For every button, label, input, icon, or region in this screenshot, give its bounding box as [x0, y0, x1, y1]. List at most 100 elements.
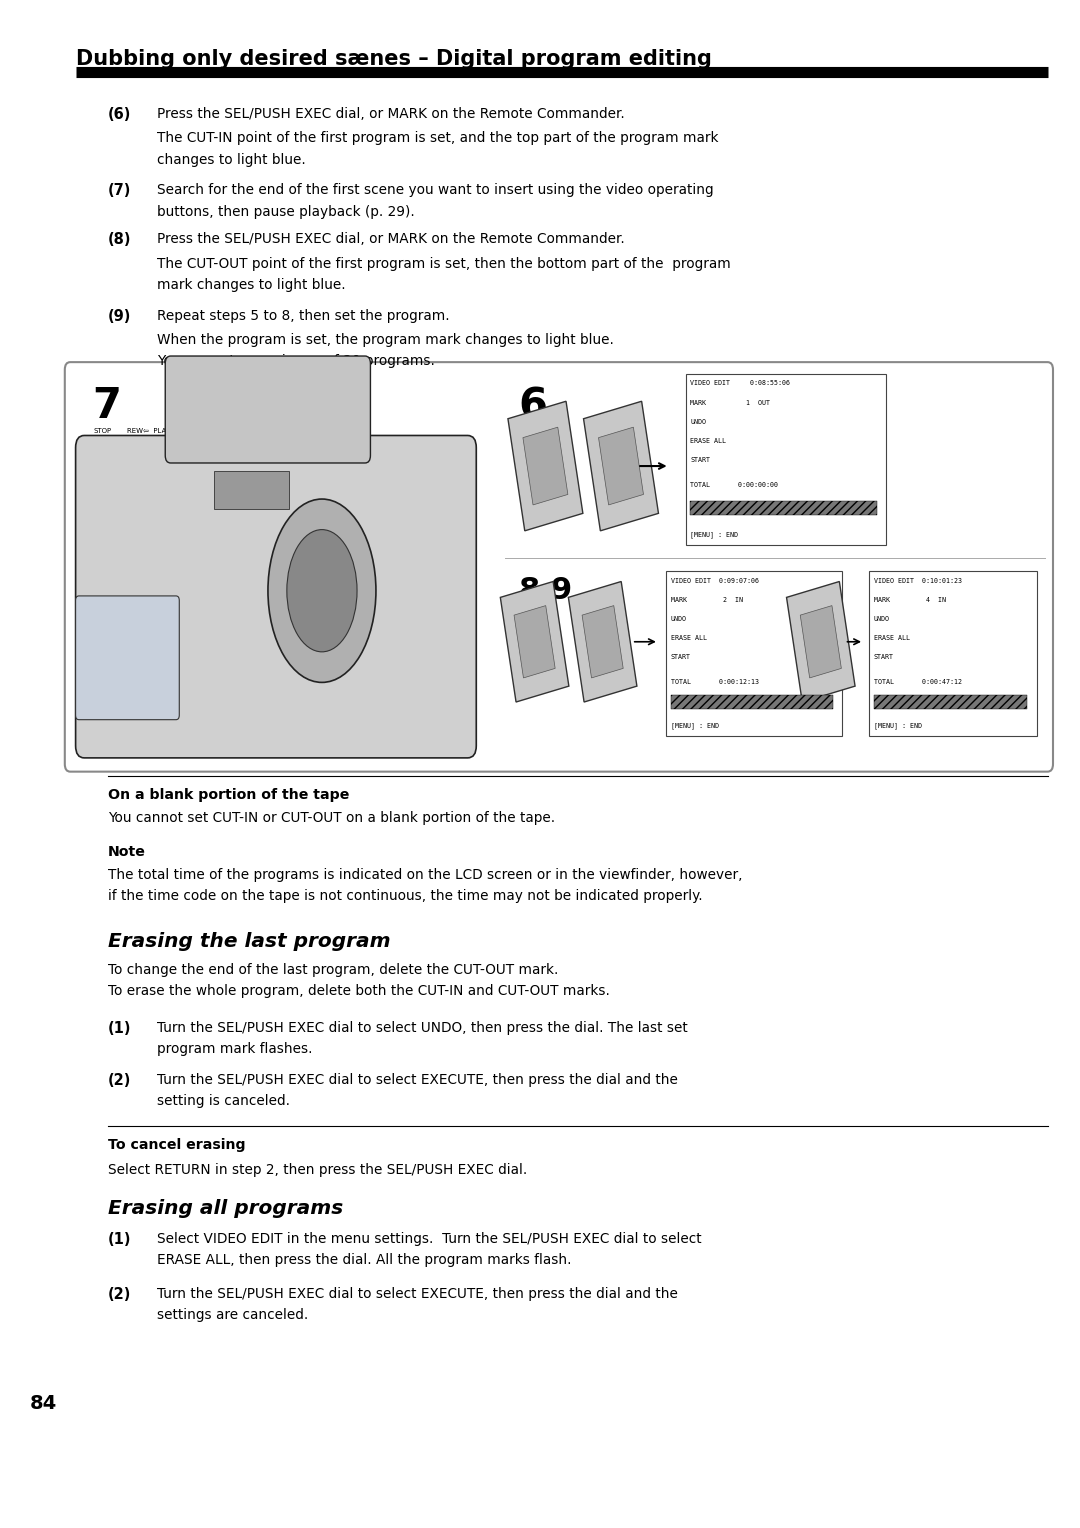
Text: The total time of the programs is indicated on the LCD screen or in the viewfind: The total time of the programs is indica… — [108, 868, 743, 882]
Ellipse shape — [268, 500, 376, 683]
Text: PAUSE: PAUSE — [235, 428, 258, 434]
Text: START: START — [874, 654, 894, 660]
Bar — [149, 443, 168, 468]
Text: Note: Note — [108, 845, 146, 859]
Bar — [180, 443, 200, 468]
Bar — [686, 374, 886, 545]
Polygon shape — [500, 582, 569, 701]
Text: (6): (6) — [108, 107, 132, 122]
Text: Select VIDEO EDIT in the menu settings.  Turn the SEL/PUSH EXEC dial to select: Select VIDEO EDIT in the menu settings. … — [157, 1232, 701, 1245]
Text: Press the SEL/PUSH EXEC dial, or MARK on the Remote Commander.: Press the SEL/PUSH EXEC dial, or MARK on… — [157, 107, 624, 121]
Text: Turn the SEL/PUSH EXEC dial to select UNDO, then press the dial. The last set: Turn the SEL/PUSH EXEC dial to select UN… — [157, 1021, 687, 1034]
Bar — [93, 443, 112, 468]
Ellipse shape — [287, 530, 357, 652]
Text: (8): (8) — [108, 232, 132, 248]
Text: MARK          1  OUT: MARK 1 OUT — [690, 400, 770, 405]
Text: To erase the whole program, delete both the CUT-IN and CUT-OUT marks.: To erase the whole program, delete both … — [108, 984, 610, 998]
Bar — [89, 437, 359, 471]
Bar — [240, 443, 259, 468]
Text: You can set a maximum of 20 programs.: You can set a maximum of 20 programs. — [157, 354, 434, 368]
Text: The CUT-IN point of the first program is set, and the top part of the program ma: The CUT-IN point of the first program is… — [157, 131, 718, 145]
Polygon shape — [582, 605, 623, 678]
FancyBboxPatch shape — [65, 362, 1053, 772]
Text: You cannot set CUT-IN or CUT-OUT on a blank portion of the tape.: You cannot set CUT-IN or CUT-OUT on a bl… — [108, 811, 555, 825]
Text: (1): (1) — [108, 1232, 132, 1247]
Text: VIDEO EDIT     0:08:55:06: VIDEO EDIT 0:08:55:06 — [690, 380, 791, 387]
Text: ERASE ALL: ERASE ALL — [671, 636, 706, 640]
Text: ERASE ALL: ERASE ALL — [874, 636, 909, 640]
Text: settings are canceled.: settings are canceled. — [157, 1308, 308, 1322]
FancyBboxPatch shape — [76, 435, 476, 758]
Text: Turn the SEL/PUSH EXEC dial to select EXECUTE, then press the dial and the: Turn the SEL/PUSH EXEC dial to select EX… — [157, 1287, 677, 1300]
Text: (2): (2) — [108, 1073, 132, 1088]
Polygon shape — [598, 428, 644, 504]
Text: SCENE       1: SCENE 1 — [671, 698, 723, 704]
Text: SCENE       3: SCENE 3 — [874, 698, 926, 704]
FancyBboxPatch shape — [76, 596, 179, 720]
Text: START: START — [690, 457, 711, 463]
Polygon shape — [583, 402, 659, 530]
Text: VIDEO EDIT  0:09:07:06: VIDEO EDIT 0:09:07:06 — [671, 578, 758, 584]
Polygon shape — [786, 582, 855, 701]
FancyBboxPatch shape — [165, 356, 370, 463]
Text: (1): (1) — [108, 1021, 132, 1036]
Text: START: START — [671, 654, 691, 660]
Text: program mark flashes.: program mark flashes. — [157, 1042, 312, 1056]
Bar — [671, 695, 833, 709]
Bar — [214, 443, 233, 468]
Polygon shape — [523, 428, 568, 504]
Bar — [116, 443, 135, 468]
Text: To change the end of the last program, delete the CUT-OUT mark.: To change the end of the last program, d… — [108, 963, 558, 976]
Bar — [690, 501, 877, 515]
Text: To cancel erasing: To cancel erasing — [108, 1138, 245, 1152]
Text: mark changes to light blue.: mark changes to light blue. — [157, 278, 346, 292]
Text: TOTAL       0:00:00:00: TOTAL 0:00:00:00 — [690, 481, 778, 487]
Text: 7: 7 — [92, 385, 121, 426]
Text: buttons, then pause playback (p. 29).: buttons, then pause playback (p. 29). — [157, 205, 415, 219]
Bar — [874, 695, 1027, 709]
Text: 8,9: 8,9 — [518, 576, 572, 605]
Text: (7): (7) — [108, 183, 132, 199]
Text: 6: 6 — [518, 385, 548, 426]
Text: UNDO: UNDO — [874, 616, 890, 622]
Text: if the time code on the tape is not continuous, the time may not be indicated pr: if the time code on the tape is not cont… — [108, 889, 703, 903]
Text: (2): (2) — [108, 1287, 132, 1302]
Text: SCENE       0: SCENE 0 — [690, 501, 742, 507]
Text: Press the SEL/PUSH EXEC dial, or MARK on the Remote Commander.: Press the SEL/PUSH EXEC dial, or MARK on… — [157, 232, 624, 246]
Text: Erasing all programs: Erasing all programs — [108, 1199, 343, 1218]
Text: Dubbing only desired sænes – Digital program editing: Dubbing only desired sænes – Digital pro… — [76, 49, 712, 69]
Text: MARK         2  IN: MARK 2 IN — [671, 597, 743, 602]
Polygon shape — [800, 605, 841, 678]
Polygon shape — [508, 402, 583, 530]
Text: [MENU] : END: [MENU] : END — [690, 532, 738, 538]
Text: Erasing the last program: Erasing the last program — [108, 932, 391, 950]
Text: [MENU] : END: [MENU] : END — [874, 723, 921, 729]
Polygon shape — [568, 582, 637, 701]
Text: ERASE ALL, then press the dial. All the program marks flash.: ERASE ALL, then press the dial. All the … — [157, 1253, 571, 1267]
Text: ERASE ALL: ERASE ALL — [690, 439, 726, 443]
Text: UNDO: UNDO — [690, 419, 706, 425]
Bar — [666, 571, 842, 736]
Text: Select RETURN in step 2, then press the SEL/PUSH EXEC dial.: Select RETURN in step 2, then press the … — [108, 1163, 527, 1177]
Text: changes to light blue.: changes to light blue. — [157, 153, 306, 167]
Text: When the program is set, the program mark changes to light blue.: When the program is set, the program mar… — [157, 333, 613, 347]
Text: UNDO: UNDO — [671, 616, 687, 622]
Bar — [214, 471, 289, 509]
Text: Repeat steps 5 to 8, then set the program.: Repeat steps 5 to 8, then set the progra… — [157, 309, 449, 322]
Text: 84: 84 — [30, 1395, 57, 1413]
Text: [MENU] : END: [MENU] : END — [671, 723, 718, 729]
Text: TOTAL       0:00:47:12: TOTAL 0:00:47:12 — [874, 678, 961, 685]
Text: setting is canceled.: setting is canceled. — [157, 1094, 289, 1108]
Text: The CUT-OUT point of the first program is set, then the bottom part of the  prog: The CUT-OUT point of the first program i… — [157, 257, 730, 270]
Bar — [869, 571, 1037, 736]
Polygon shape — [514, 605, 555, 678]
Text: STOP: STOP — [94, 428, 112, 434]
Text: VIDEO EDIT  0:10:01:23: VIDEO EDIT 0:10:01:23 — [874, 578, 961, 584]
Text: REW⇦  PLAY⇨  FF: REW⇦ PLAY⇨ FF — [127, 428, 189, 434]
Text: Turn the SEL/PUSH EXEC dial to select EXECUTE, then press the dial and the: Turn the SEL/PUSH EXEC dial to select EX… — [157, 1073, 677, 1086]
Text: MARK         4  IN: MARK 4 IN — [874, 597, 946, 602]
Text: TOTAL       0:00:12:13: TOTAL 0:00:12:13 — [671, 678, 758, 685]
Text: (9): (9) — [108, 309, 132, 324]
Text: On a blank portion of the tape: On a blank portion of the tape — [108, 788, 349, 802]
Text: Search for the end of the first scene you want to insert using the video operati: Search for the end of the first scene yo… — [157, 183, 713, 197]
